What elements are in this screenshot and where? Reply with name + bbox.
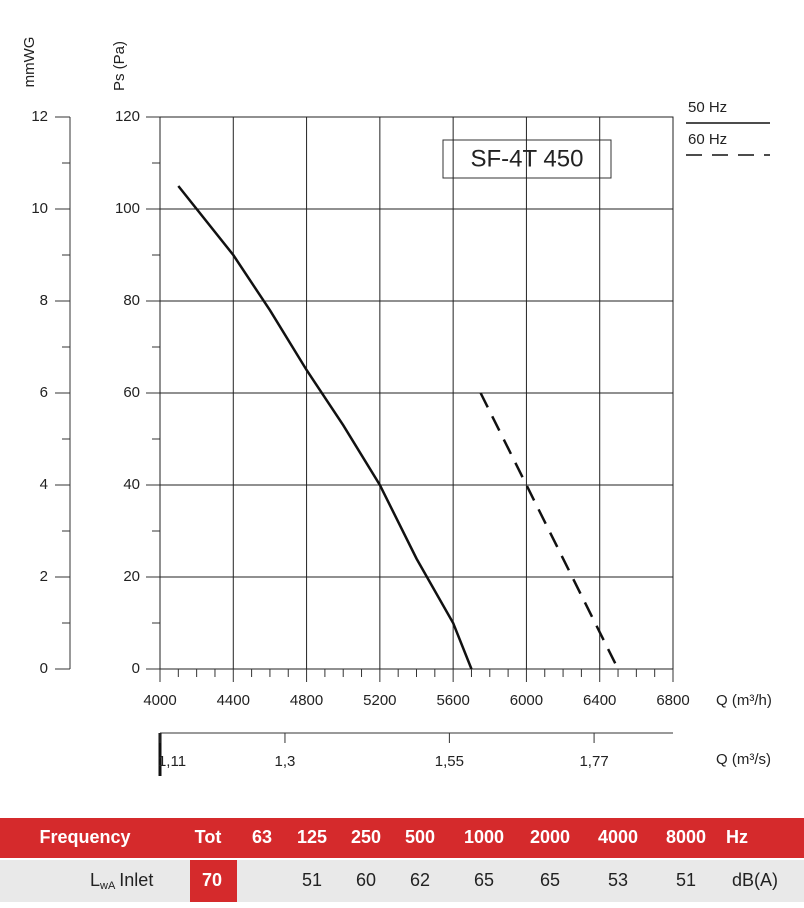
table-header-cell: 125 xyxy=(297,827,327,847)
chart-title: SF-4T 450 xyxy=(471,145,584,172)
x-tick-label: 4000 xyxy=(143,692,176,709)
row-label-main: L xyxy=(90,870,100,890)
table-header-cell: Tot xyxy=(195,827,222,847)
table-header-row xyxy=(0,818,804,858)
series-line xyxy=(177,185,473,670)
x-tick-label: 6400 xyxy=(583,692,616,709)
x2-tick-label: 1,3 xyxy=(275,753,296,770)
table-header-cell: 2000 xyxy=(530,827,570,847)
y2-tick-label: 4 xyxy=(40,476,48,493)
table-header-cell: 1000 xyxy=(464,827,504,847)
x-tick-label: 5600 xyxy=(436,692,469,709)
table-header-cell: 4000 xyxy=(598,827,638,847)
x2-axis-label: Q (m³/s) xyxy=(716,751,771,768)
row-label-rest: Inlet xyxy=(119,870,153,890)
table-unit: dB(A) xyxy=(732,870,778,890)
y-tick-label: 0 xyxy=(132,660,140,677)
table-cell: 65 xyxy=(474,870,494,890)
series-line xyxy=(479,392,620,670)
y2-tick-label: 12 xyxy=(31,108,48,125)
x-tick-label: 4400 xyxy=(217,692,250,709)
y-tick-label: 20 xyxy=(123,568,140,585)
tot-cell xyxy=(190,860,237,902)
x-tick-label: 4800 xyxy=(290,692,323,709)
table-header-cell: Hz xyxy=(726,827,748,847)
legend-label: 60 Hz xyxy=(688,131,727,148)
x-tick-label: 6000 xyxy=(510,692,543,709)
y-tick-label: 80 xyxy=(123,292,140,309)
y-axis-label: Ps (Pa) xyxy=(111,41,128,91)
table-row xyxy=(0,860,804,902)
y2-tick-label: 6 xyxy=(40,384,48,401)
y2-tick-label: 8 xyxy=(40,292,48,309)
x2-tick-label: 1,77 xyxy=(579,753,608,770)
table-cell: 62 xyxy=(410,870,430,890)
table-cell: 51 xyxy=(676,870,696,890)
x-axis-label: Q (m³/h) xyxy=(716,692,772,709)
y-tick-label: 120 xyxy=(115,108,140,125)
table-cell: 70 xyxy=(202,870,222,890)
row-label-sub: wA xyxy=(99,880,116,892)
y2-tick-label: 0 xyxy=(40,660,48,677)
x2-tick-label: 1,55 xyxy=(435,753,464,770)
x-tick-label: 6800 xyxy=(656,692,689,709)
y-tick-label: 60 xyxy=(123,384,140,401)
table-cell: 60 xyxy=(356,870,376,890)
y2-tick-label: 10 xyxy=(31,200,48,217)
table-header-cell: Frequency xyxy=(39,827,130,847)
table-header-cell: 500 xyxy=(405,827,435,847)
table-cell: 65 xyxy=(540,870,560,890)
y2-tick-label: 2 xyxy=(40,568,48,585)
table-header-cell: 8000 xyxy=(666,827,706,847)
x2-tick-label: 1,11 xyxy=(158,753,186,770)
table-header-cell: 250 xyxy=(351,827,381,847)
y-tick-label: 100 xyxy=(115,200,140,217)
table-cell: 51 xyxy=(302,870,322,890)
legend-label: 50 Hz xyxy=(688,99,727,116)
table-cell: 53 xyxy=(608,870,628,890)
row-label: LwA Inlet xyxy=(90,870,153,892)
table-header-cell: 63 xyxy=(252,827,272,847)
y-tick-label: 40 xyxy=(123,476,140,493)
x-tick-label: 5200 xyxy=(363,692,396,709)
title-box xyxy=(442,139,612,179)
y2-axis-label: mmWG xyxy=(21,37,38,88)
